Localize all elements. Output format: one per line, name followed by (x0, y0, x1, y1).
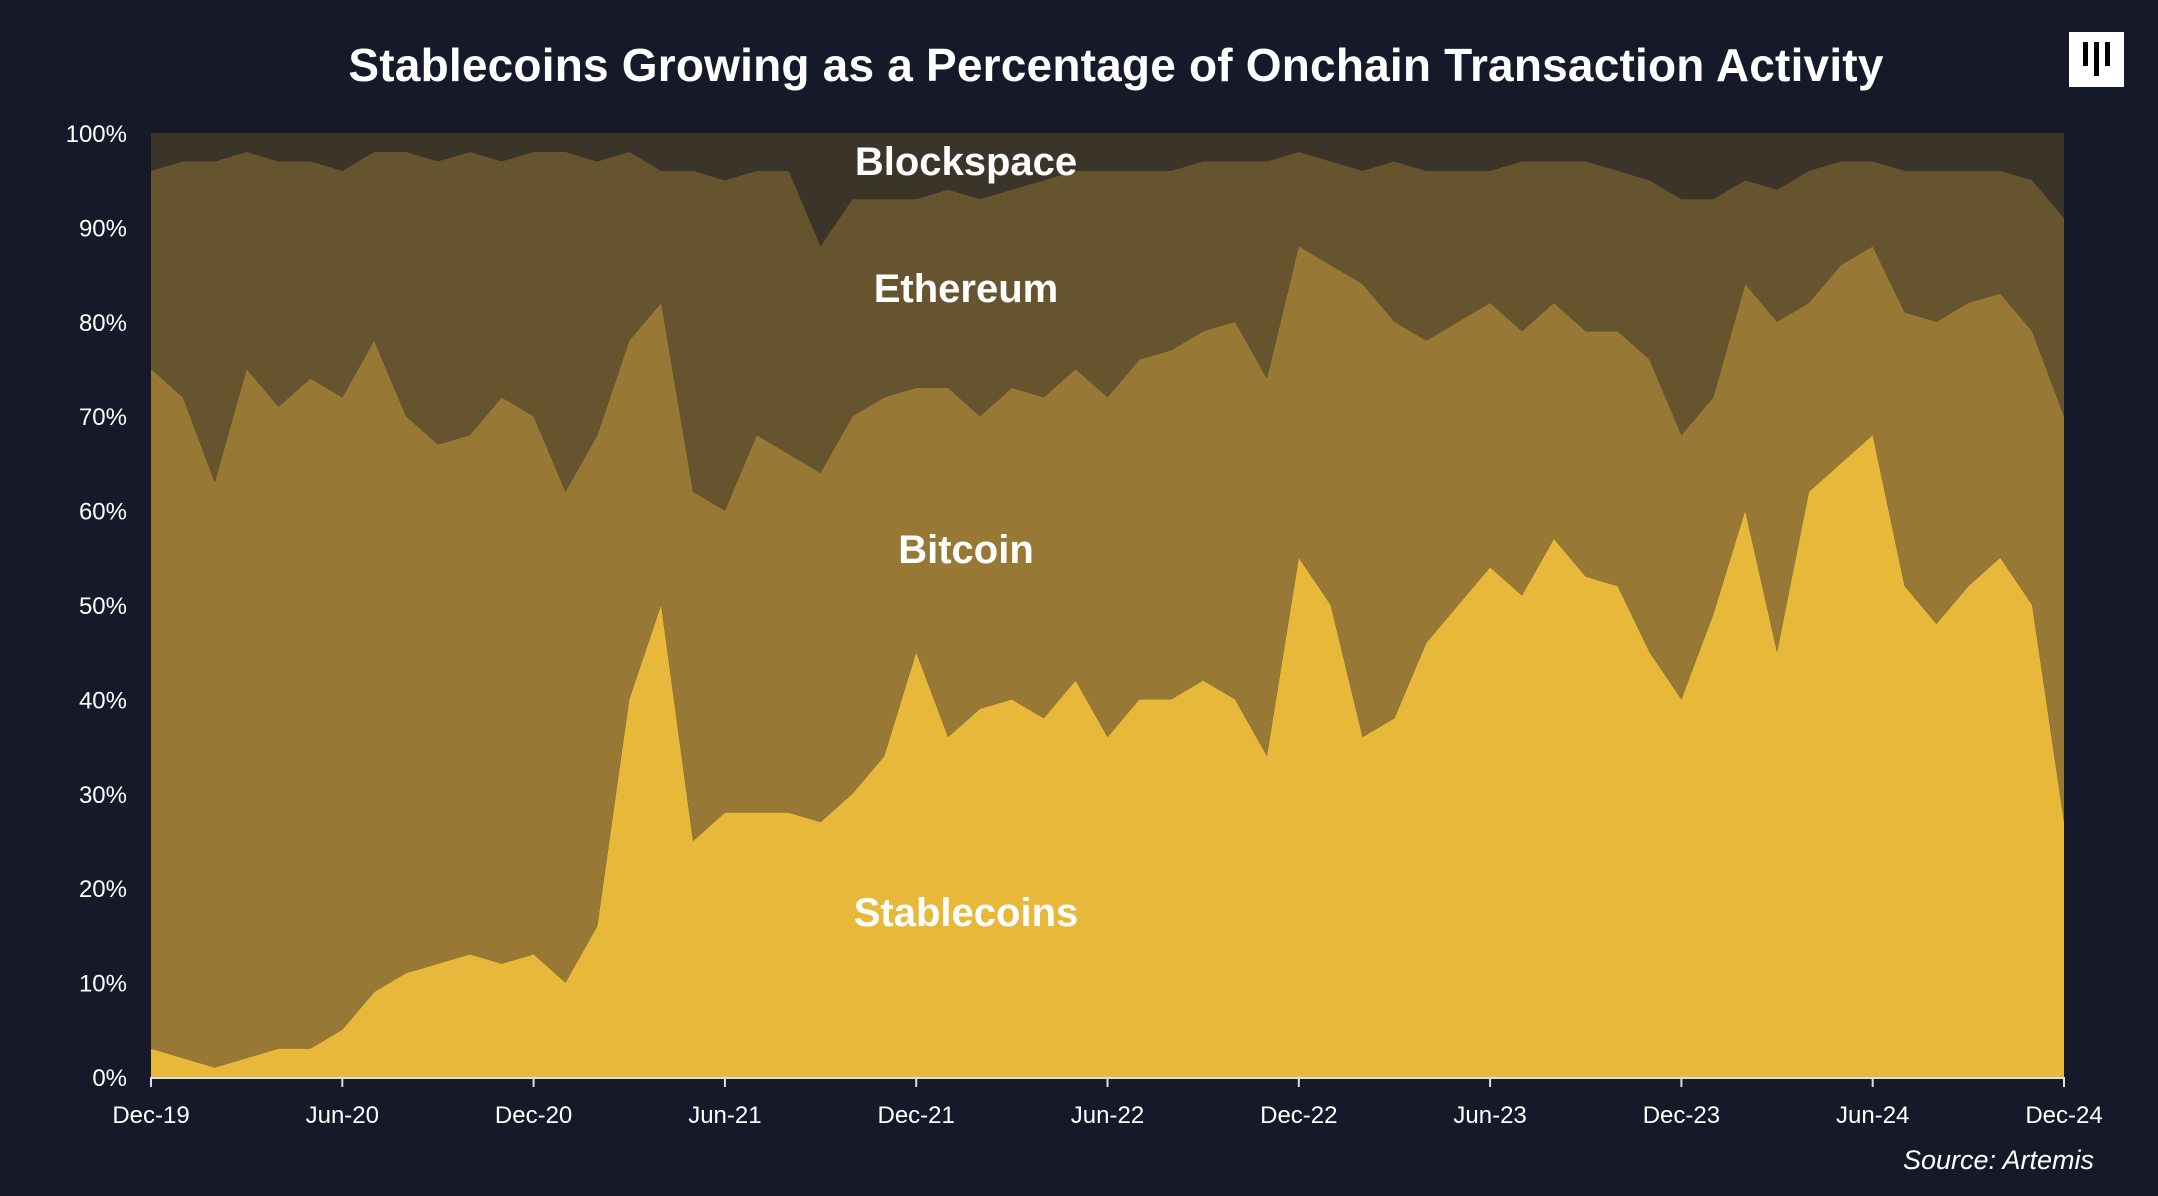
y-tick-label: 20% (79, 876, 127, 903)
x-tick-label: Dec-20 (495, 1102, 572, 1129)
area-bitcoin (151, 246, 2064, 1068)
x-tick-label: Jun-22 (1071, 1102, 1144, 1129)
area-stablecoins (151, 435, 2064, 1078)
x-tick-label: Dec-21 (878, 1102, 955, 1129)
y-tick-label: 0% (92, 1065, 127, 1092)
x-tick-label: Dec-23 (1643, 1102, 1720, 1129)
x-tick-label: Jun-21 (688, 1102, 761, 1129)
chart-title: Stablecoins Growing as a Percentage of O… (348, 39, 1884, 91)
series-label-stablecoins: Stablecoins (854, 891, 1079, 935)
source-note: Source: Artemis (1902, 1145, 2094, 1175)
logo-bar (2083, 42, 2088, 66)
x-tick-label: Jun-20 (306, 1102, 379, 1129)
series-label-bitcoin: Bitcoin (898, 528, 1034, 572)
y-tick-label: 10% (79, 971, 127, 998)
area-ethereum (151, 151, 2064, 511)
y-tick-label: 80% (79, 310, 127, 337)
area-blockspace (151, 133, 2064, 247)
brand-logo (2069, 32, 2124, 87)
logo-bar (2094, 42, 2099, 76)
y-tick-label: 40% (79, 687, 127, 714)
logo-bar (2105, 42, 2110, 66)
y-tick-label: 50% (79, 593, 127, 620)
y-tick-label: 90% (79, 215, 127, 242)
y-tick-label: 70% (79, 404, 127, 431)
series-label-ethereum: Ethereum (874, 267, 1059, 311)
x-tick-label: Jun-23 (1453, 1102, 1526, 1129)
x-tick-label: Jun-24 (1836, 1102, 1909, 1129)
series-label-blockspace: Blockspace (855, 140, 1077, 184)
y-tick-label: 60% (79, 499, 127, 526)
y-tick-label: 30% (79, 782, 127, 809)
x-tick-label: Dec-24 (2025, 1102, 2102, 1129)
y-tick-label: 100% (66, 121, 127, 148)
x-tick-label: Dec-19 (112, 1102, 189, 1129)
x-tick-label: Dec-22 (1260, 1102, 1337, 1129)
